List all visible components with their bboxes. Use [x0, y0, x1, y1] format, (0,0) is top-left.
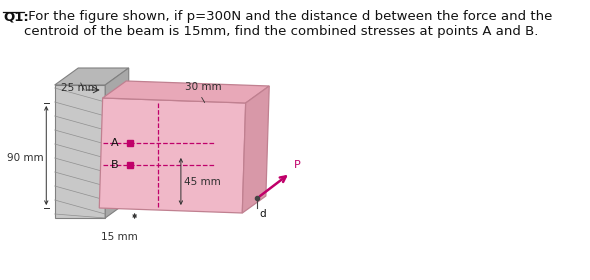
Polygon shape: [242, 86, 269, 213]
Text: 25 mm: 25 mm: [61, 83, 97, 93]
Polygon shape: [55, 85, 105, 218]
Text: For the figure shown, if p=300N and the distance d between the force and the
cen: For the figure shown, if p=300N and the …: [24, 10, 553, 38]
Text: A: A: [111, 138, 119, 148]
Text: Q1:: Q1:: [4, 10, 29, 23]
Polygon shape: [105, 68, 129, 218]
Text: 45 mm: 45 mm: [184, 177, 221, 187]
Polygon shape: [55, 68, 129, 85]
Text: d: d: [259, 209, 266, 219]
Polygon shape: [99, 98, 245, 213]
Text: B: B: [111, 160, 119, 170]
Text: P: P: [294, 160, 300, 170]
Text: 15 mm: 15 mm: [101, 232, 137, 242]
Text: 30 mm: 30 mm: [185, 82, 222, 92]
Polygon shape: [103, 81, 269, 103]
Text: 90 mm: 90 mm: [6, 153, 43, 163]
